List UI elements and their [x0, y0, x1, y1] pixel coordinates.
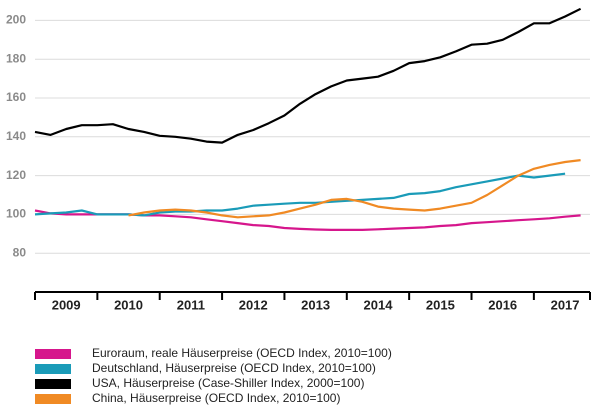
legend-label: China, Häuserpreise (OECD Index, 2010=10… [92, 391, 340, 405]
x-tick-label: 2011 [177, 297, 205, 312]
y-tick-label: 140 [6, 129, 26, 143]
legend-label: Deutschland, Häuserpreise (OECD Index, 2… [92, 361, 376, 375]
x-tick-label: 2017 [551, 297, 580, 312]
legend-swatch [35, 379, 71, 389]
y-tick-label: 100 [6, 207, 26, 221]
y-tick-label: 80 [13, 245, 27, 259]
series-line [34, 172, 566, 217]
series-line [128, 159, 581, 219]
legend-swatch [35, 349, 71, 359]
y-tick-label: 120 [6, 168, 26, 182]
series-line [34, 7, 582, 144]
y-tick-label: 200 [6, 13, 26, 27]
legend-label: USA, Häuserpreise (Case-Shiller Index, 2… [92, 376, 364, 390]
x-tick-label: 2016 [488, 297, 517, 312]
y-tick-label: 180 [6, 51, 26, 65]
legend-label: Euroraum, reale Häuserpreise (OECD Index… [92, 346, 392, 360]
x-tick-label: 2010 [114, 297, 143, 312]
x-tick-label: 2012 [239, 297, 268, 312]
x-tick-label: 2009 [52, 297, 81, 312]
x-tick-label: 2014 [364, 297, 394, 312]
legend-swatch [35, 364, 71, 374]
legend-swatch [35, 394, 71, 404]
y-tick-label: 160 [6, 90, 26, 104]
x-tick-label: 2013 [301, 297, 330, 312]
x-tick-label: 2015 [426, 297, 455, 312]
